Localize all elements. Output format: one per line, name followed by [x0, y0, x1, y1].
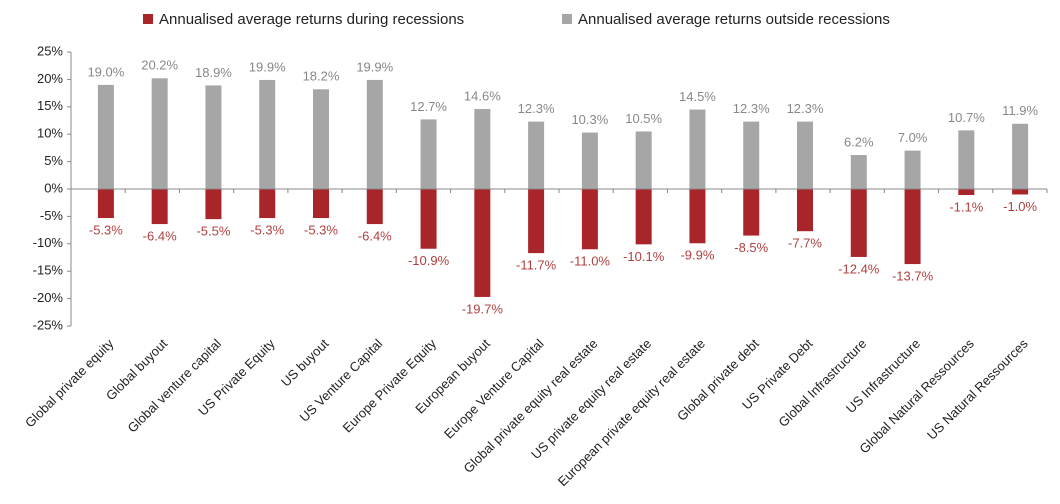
value-label: 12.3% — [518, 101, 555, 116]
bar — [528, 121, 545, 189]
value-label: -5.5% — [196, 224, 230, 239]
y-tick-label: 10% — [37, 126, 63, 141]
bar — [581, 189, 598, 250]
value-label: -1.1% — [949, 199, 983, 214]
value-label: -10.1% — [623, 249, 665, 264]
value-label: 7.0% — [898, 130, 928, 145]
bar — [366, 189, 383, 225]
x-tick-label: Global venture capital — [124, 336, 224, 436]
value-label: -6.4% — [358, 229, 392, 244]
bar — [313, 89, 329, 189]
value-label: 12.3% — [787, 101, 824, 116]
bar — [420, 119, 437, 189]
legend-swatch — [143, 14, 153, 24]
bar — [474, 189, 491, 297]
value-label: 18.9% — [195, 65, 232, 80]
x-tick-label: Europe Venture Capital — [441, 336, 547, 442]
bar — [420, 189, 437, 249]
bar — [151, 78, 168, 189]
bar — [1012, 189, 1029, 195]
value-label: -12.4% — [838, 261, 880, 276]
bar — [97, 189, 114, 219]
bar — [635, 131, 652, 189]
bar — [689, 189, 706, 244]
value-label: 19.9% — [249, 59, 286, 74]
value-label: -8.5% — [734, 240, 768, 255]
value-label: -19.7% — [462, 301, 504, 316]
value-label: 10.7% — [948, 110, 985, 125]
value-label: -9.9% — [680, 248, 714, 263]
bar — [259, 189, 276, 219]
x-tick-label: Europe Private Equity — [340, 336, 440, 436]
value-label: -5.3% — [89, 222, 123, 237]
bar — [97, 84, 114, 189]
value-label: -5.3% — [304, 222, 338, 237]
y-tick-label: -10% — [33, 235, 64, 250]
bar — [743, 189, 760, 236]
value-label: -11.7% — [516, 258, 557, 273]
legend-label: Annualised average returns during recess… — [159, 11, 464, 28]
value-label: 10.3% — [571, 112, 608, 127]
value-label: -13.7% — [892, 269, 934, 284]
x-tick-label: Global private equity — [22, 336, 117, 431]
value-label: 20.2% — [141, 58, 178, 73]
value-label: -7.7% — [788, 236, 822, 251]
bar — [151, 189, 168, 225]
bar — [474, 108, 491, 189]
value-label: 11.9% — [1002, 103, 1038, 118]
bar — [904, 189, 921, 265]
value-label: -11.0% — [570, 254, 611, 269]
bar — [1012, 123, 1029, 189]
value-label: -5.3% — [250, 222, 284, 237]
value-label: -1.0% — [1003, 199, 1037, 214]
value-label: 19.9% — [356, 59, 393, 74]
bar — [958, 189, 975, 196]
value-label: -6.4% — [143, 229, 177, 244]
x-tick-label: US buyout — [278, 336, 332, 390]
bar — [205, 189, 222, 220]
bar — [313, 189, 329, 219]
bar — [689, 109, 706, 189]
value-label: 14.6% — [464, 88, 501, 103]
bar — [205, 85, 222, 189]
value-label: 18.2% — [303, 69, 340, 84]
bar — [581, 132, 598, 189]
bar — [904, 150, 921, 189]
value-label: 6.2% — [844, 134, 874, 149]
bar — [850, 155, 867, 189]
bar — [797, 121, 813, 189]
legend-swatch — [562, 14, 572, 24]
legend-label: Annualised average returns outside reces… — [578, 11, 890, 28]
bar — [259, 79, 276, 189]
y-tick-label: 20% — [37, 71, 63, 86]
value-label: 10.5% — [625, 111, 662, 126]
x-tick-label: US Natural Ressources — [924, 336, 1031, 443]
y-tick-label: 5% — [44, 153, 63, 168]
bar — [528, 189, 545, 254]
y-tick-label: 0% — [44, 180, 63, 195]
bar — [366, 79, 383, 189]
y-tick-label: 25% — [37, 43, 63, 58]
value-label: 12.3% — [733, 101, 770, 116]
y-tick-label: 15% — [37, 98, 63, 113]
bar — [743, 121, 760, 189]
y-tick-label: -5% — [40, 208, 64, 223]
y-tick-label: -20% — [33, 290, 64, 305]
value-label: 19.0% — [87, 64, 124, 79]
value-label: -10.9% — [408, 253, 450, 268]
bar — [797, 189, 813, 232]
y-tick-label: -15% — [33, 263, 64, 278]
bar — [850, 189, 867, 257]
y-tick-label: -25% — [33, 317, 64, 332]
value-label: 12.7% — [410, 99, 447, 114]
bar — [635, 189, 652, 245]
bar — [958, 130, 975, 189]
value-label: 14.5% — [679, 89, 716, 104]
